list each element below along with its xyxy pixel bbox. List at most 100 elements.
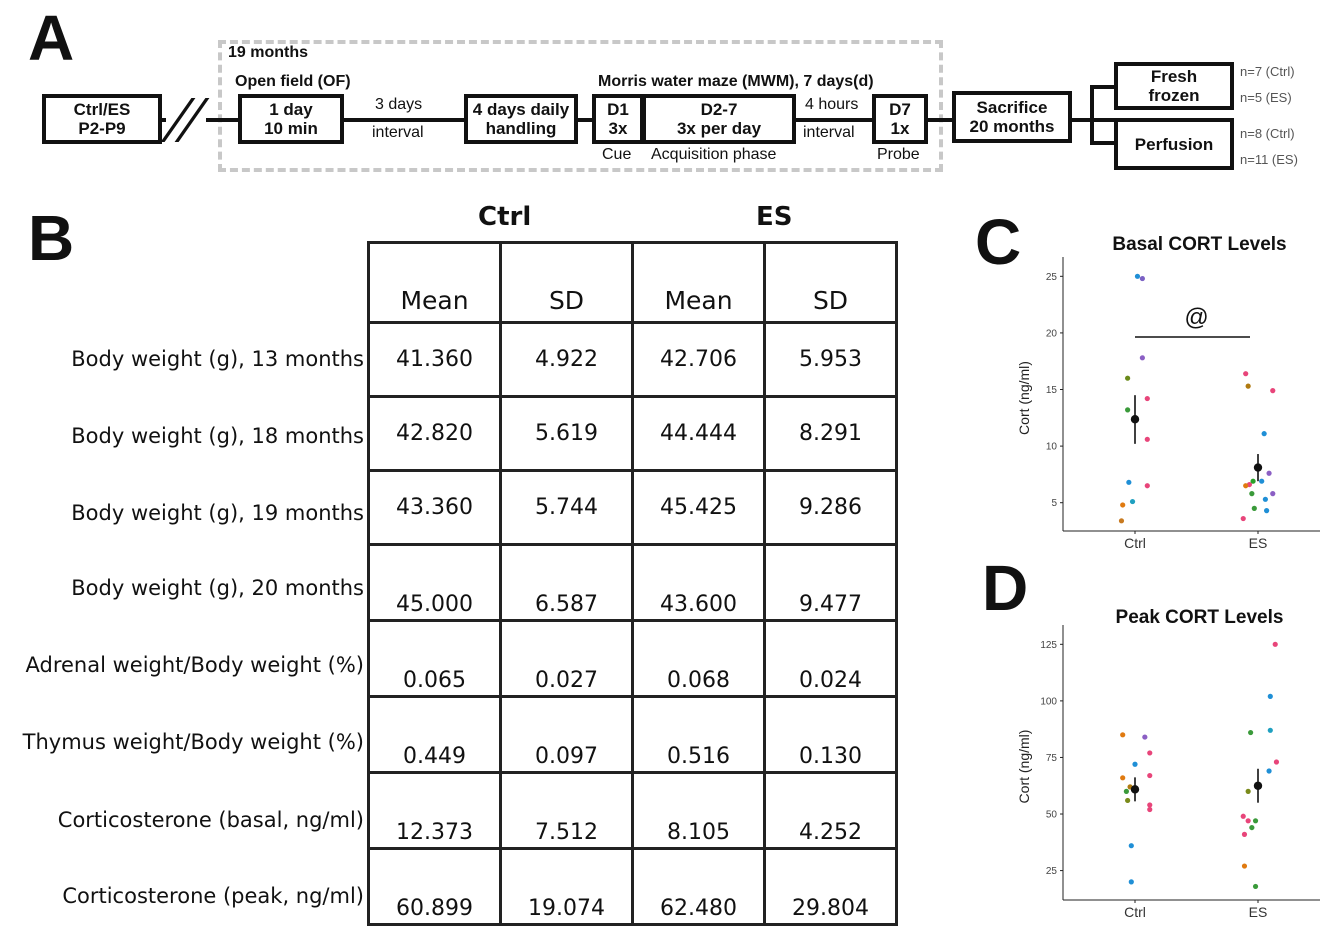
table-header-row: Mean SD Mean SD [367, 241, 898, 324]
data-point [1270, 388, 1276, 394]
col-header: SD [763, 241, 898, 324]
table-cell: 4.922 [499, 321, 634, 398]
row-label: Body weight (g), 19 months [71, 501, 364, 525]
handling-line2: handling [485, 119, 557, 138]
d7-box: D7 1x [872, 94, 928, 144]
y-tick-label: 100 [1040, 696, 1057, 707]
data-point [1125, 375, 1131, 381]
sacrifice-line1: Sacrifice [976, 98, 1048, 117]
y-tick-label: 25 [1046, 866, 1058, 877]
y-tick-label: 20 [1046, 328, 1058, 339]
col-header: Mean [631, 241, 766, 324]
data-point [1249, 491, 1255, 497]
data-point [1144, 436, 1150, 442]
table-cell: 0.027 [499, 619, 634, 698]
data-point [1120, 502, 1126, 508]
interval1-top: 3 days [375, 96, 423, 113]
group-header-es: ES [756, 202, 793, 232]
row-label: Adrenal weight/Body weight (%) [25, 653, 365, 677]
panel-letter-a: A [28, 2, 75, 74]
data-point [1262, 496, 1268, 502]
data-point [1241, 831, 1248, 837]
mwm-title: Morris water maze (MWM), 7 days(d) [598, 73, 874, 90]
table-cell: 0.449 [367, 695, 502, 774]
mean-point [1130, 415, 1140, 424]
table-row: 45.000 6.587 43.600 9.477 [367, 543, 898, 622]
data-point [1245, 788, 1251, 794]
data-point [1248, 729, 1254, 736]
d7-line2: 1x [890, 119, 910, 138]
of-line2: 10 min [264, 119, 318, 138]
col-header: Mean [367, 241, 502, 324]
data-point [1252, 883, 1259, 890]
mean-point [1130, 785, 1140, 794]
d1-line2: 3x [608, 119, 628, 138]
d7-line1: D7 [889, 100, 911, 119]
basal-cort-chart: Basal CORT Levels 5 10 15 20 25 Ctrl ES Cort (ng… [1016, 234, 1320, 551]
x-tick-label: Ctrl [1124, 904, 1146, 920]
perfusion-box: Perfusion [1114, 118, 1234, 170]
table-cell: 8.105 [631, 771, 766, 850]
table-cell: 29.804 [763, 847, 898, 926]
mean-point [1253, 463, 1263, 472]
data-point [1118, 518, 1125, 524]
y-axis-label: Cort (ng/ml) [1016, 361, 1032, 435]
data-point [1134, 273, 1141, 279]
n-perf-ctrl: n=8 (Ctrl) [1240, 126, 1295, 141]
data-point [1261, 431, 1267, 437]
table-cell: 0.516 [631, 695, 766, 774]
table-cell: 9.477 [763, 543, 898, 622]
y-tick-label: 15 [1046, 385, 1058, 396]
y-tick-label: 125 [1040, 640, 1057, 651]
table-cell: 60.899 [367, 847, 502, 926]
sacrifice-line2: 20 months [969, 117, 1055, 136]
panel-letter-d: D [982, 552, 1029, 624]
sacrifice-box: Sacrifice 20 months [952, 91, 1072, 143]
data-point [1249, 824, 1255, 831]
perfusion-label: Perfusion [1134, 134, 1214, 154]
n-perf-es: n=11 (ES) [1240, 152, 1298, 167]
data-point [1272, 641, 1278, 647]
table-cell: 42.820 [367, 395, 502, 472]
table-cell: 45.425 [631, 469, 766, 546]
data-point [1240, 515, 1246, 522]
row-label: Thymus weight/Body weight (%) [22, 730, 364, 754]
table-cell: 9.286 [763, 469, 898, 546]
mean-point [1253, 781, 1263, 790]
table-cell: 8.291 [763, 395, 898, 472]
data-point [1126, 479, 1132, 485]
data-point [1240, 813, 1246, 819]
data-point [1144, 395, 1150, 402]
d2-7-label: Acquisition phase [651, 146, 777, 163]
y-tick-label: 10 [1046, 442, 1058, 453]
data-point [1128, 879, 1134, 885]
table-row: 0.065 0.027 0.068 0.024 [367, 619, 898, 698]
handling-box: 4 days daily handling [464, 94, 578, 144]
data-point [1144, 483, 1150, 489]
d1-box: D1 3x [592, 94, 644, 144]
d1-label: Cue [602, 146, 632, 163]
open-field-title: Open field (OF) [235, 73, 351, 90]
x-tick-label: Ctrl [1124, 535, 1146, 551]
y-tick-label: 50 [1046, 810, 1058, 821]
fresh-line2: frozen [1148, 86, 1200, 105]
table-cell: 5.619 [499, 395, 634, 472]
summary-table: Mean SD Mean SD 41.360 4.922 42.706 5.95… [367, 241, 898, 926]
data-point [1264, 508, 1270, 514]
col-header: SD [499, 241, 634, 324]
row-label: Body weight (g), 18 months [71, 424, 364, 448]
table-row: 60.899 19.074 62.480 29.804 [367, 847, 898, 926]
data-point [1270, 491, 1276, 497]
table-cell: 42.706 [631, 321, 766, 398]
fresh-line1: Fresh [1150, 67, 1198, 86]
data-point [1132, 761, 1138, 767]
data-point [1147, 806, 1153, 813]
data-point [1120, 775, 1126, 781]
data-point [1266, 470, 1272, 476]
table-cell: 6.587 [499, 543, 634, 622]
chart-title: Basal CORT Levels [1112, 234, 1286, 255]
chart-title: Peak CORT Levels [1116, 607, 1284, 628]
d1-line1: D1 [607, 100, 629, 119]
data-point [1266, 768, 1272, 774]
branch-vertical [1090, 85, 1094, 145]
